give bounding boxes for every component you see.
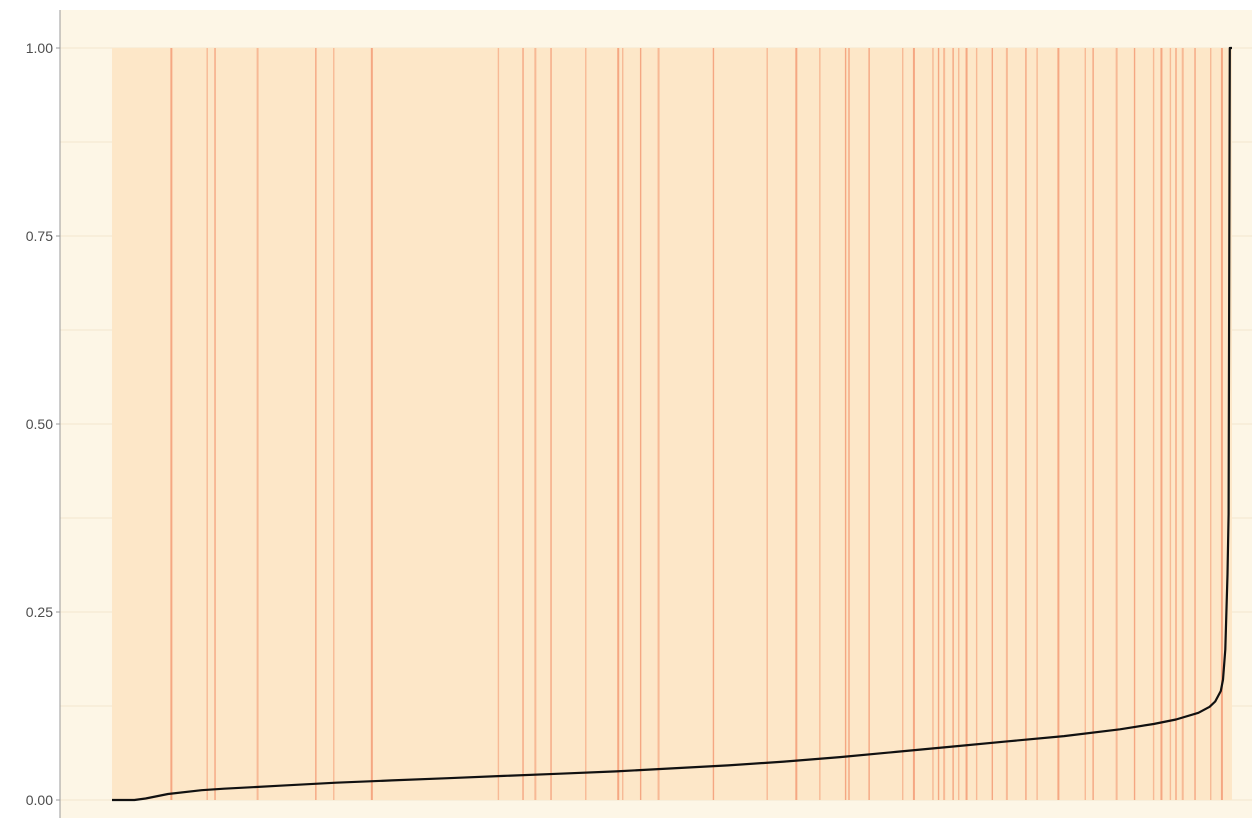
y-tick-label: 0.00 xyxy=(26,792,53,808)
curve-layer xyxy=(112,46,1232,802)
y-tick-label: 1.00 xyxy=(26,40,53,56)
y-axis-ticks: 0.00 0.25 0.50 0.75 1.00 xyxy=(26,40,60,808)
y-tick-label: 0.75 xyxy=(26,228,53,244)
data-band xyxy=(112,48,1232,800)
y-tick-label: 0.50 xyxy=(26,416,53,432)
cdf-curve xyxy=(112,46,1232,802)
event-lines xyxy=(170,48,1223,800)
y-tick-label: 0.25 xyxy=(26,604,53,620)
